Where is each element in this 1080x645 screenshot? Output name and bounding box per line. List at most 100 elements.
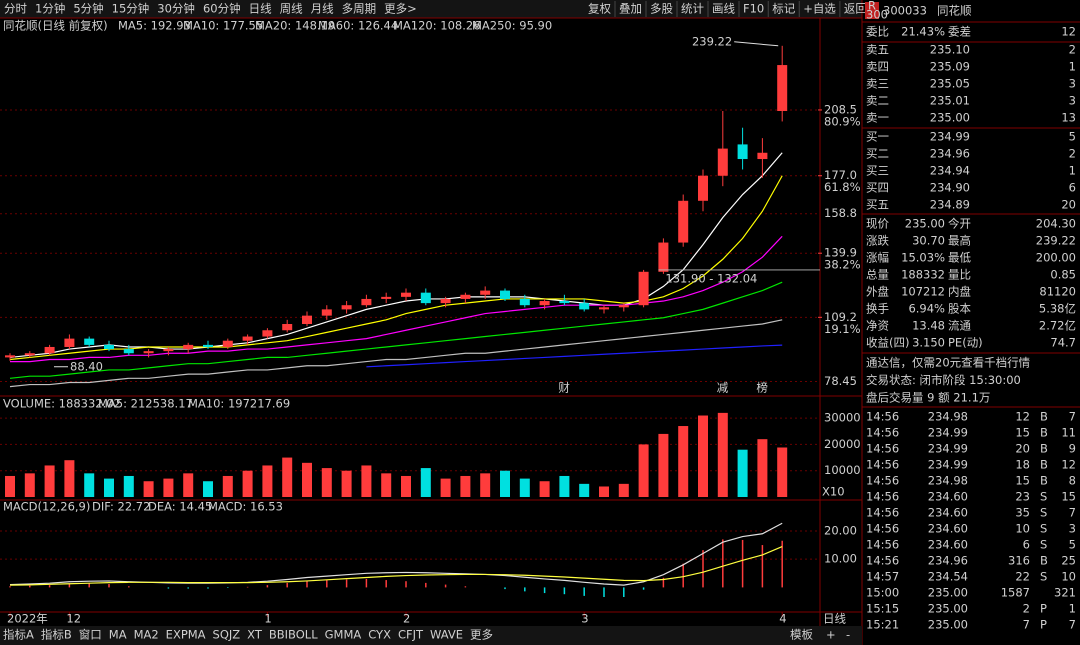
tab[interactable]: WAVE	[430, 628, 463, 642]
tab[interactable]: CYX	[368, 628, 391, 642]
candle-body	[698, 175, 708, 201]
ma-line	[9, 152, 783, 359]
tab[interactable]: EXPMA	[166, 628, 206, 642]
legend-item: DIF: 22.72	[92, 500, 150, 514]
tab[interactable]: XT	[247, 628, 263, 642]
candle-body	[5, 355, 15, 358]
tab[interactable]: 指标A	[3, 628, 34, 642]
level-label: 卖四	[866, 60, 889, 74]
level-volume: 2	[1069, 147, 1076, 161]
chart-title: 同花顺(日线 前复权)	[3, 19, 108, 33]
toolbar-button[interactable]: 复权	[588, 2, 611, 16]
trade-side: B	[1040, 426, 1048, 440]
ma-line	[9, 175, 783, 361]
x-tick-label: 4	[779, 612, 786, 626]
trade-price: 235.00	[928, 602, 968, 616]
tab[interactable]: GMMA	[325, 628, 362, 642]
toolbar-item[interactable]: 1分钟	[35, 2, 65, 16]
value: 21.43%	[901, 25, 945, 39]
toolbar-button[interactable]: 多股	[650, 2, 673, 16]
tab-button[interactable]: +	[826, 628, 836, 642]
period-label[interactable]: 日线	[823, 612, 846, 626]
toolbar-button[interactable]: 叠加	[619, 2, 642, 16]
tab[interactable]: 指标B	[41, 628, 72, 642]
toolbar-item[interactable]: 日线	[249, 2, 272, 16]
legend-item: MACD(12,26,9)	[3, 500, 90, 514]
trade-side: S	[1040, 490, 1047, 504]
tab[interactable]: MA	[109, 628, 127, 642]
tab[interactable]: 窗口	[79, 628, 102, 642]
volume-bar	[361, 465, 372, 497]
y-tick-label: 208.5	[824, 102, 857, 116]
stat-label: 内盘	[948, 285, 971, 299]
toolbar-item[interactable]: 分时	[4, 2, 27, 16]
trade-count: 3	[1069, 522, 1076, 536]
trade-volume: 35	[1015, 506, 1030, 520]
y-tick-label: 30000	[824, 411, 861, 425]
stat-value: 6.94%	[908, 302, 945, 316]
trade-time: 15:21	[866, 618, 899, 632]
toolbar-item[interactable]: 30分钟	[157, 2, 195, 16]
trade-volume: 15	[1015, 426, 1030, 440]
tab-button[interactable]: -	[846, 628, 850, 642]
trade-time: 14:57	[866, 570, 899, 584]
trade-price: 234.60	[928, 490, 968, 504]
high-arrow	[734, 41, 779, 47]
toolbar-item[interactable]: 月线	[311, 2, 334, 16]
candle-body	[381, 296, 392, 299]
toolbar-button[interactable]: 返回	[844, 2, 867, 16]
toolbar-item[interactable]: 15分钟	[112, 2, 150, 16]
legend-item: VOLUME: 188332.02	[3, 397, 121, 411]
toolbar-item[interactable]: 更多>	[384, 2, 417, 16]
volume-bar	[539, 481, 550, 497]
toolbar-item[interactable]: 5分钟	[73, 2, 103, 16]
stat-label: 总量	[866, 268, 889, 282]
candle-body	[519, 298, 530, 306]
trade-side: B	[1040, 442, 1048, 456]
trade-side: B	[1040, 474, 1048, 488]
candle-body	[302, 315, 312, 324]
toolbar-button[interactable]: 标记	[772, 2, 795, 16]
tab[interactable]: MA2	[134, 628, 159, 642]
toolbar-button[interactable]: F10	[743, 2, 764, 16]
toolbar-button[interactable]: 画线	[712, 2, 735, 16]
trade-price: 235.00	[928, 586, 968, 600]
badge	[865, 2, 879, 19]
level-label: 买一	[866, 130, 889, 144]
trade-volume: 12	[1015, 410, 1030, 424]
trade-side: B	[1040, 554, 1048, 568]
trade-side: P	[1040, 618, 1047, 632]
trade-price: 234.96	[928, 554, 968, 568]
ma-line	[9, 319, 783, 388]
tab-button[interactable]: 模板	[790, 628, 813, 642]
volume-bar	[123, 475, 134, 497]
tabs-bg	[0, 626, 862, 645]
legend-item: MA250: 95.90	[472, 19, 552, 33]
toolbar-item[interactable]: 多周期	[342, 2, 377, 16]
tab[interactable]: CFJT	[398, 628, 424, 642]
volume-bar	[44, 465, 55, 497]
level-volume: 6	[1069, 181, 1076, 195]
volume-bar	[401, 475, 411, 497]
y-tick-label: 10000	[824, 463, 861, 477]
toolbar-button[interactable]: 统计	[681, 2, 704, 16]
event-marker: 榜	[756, 381, 768, 395]
tab[interactable]: BBIBOLL	[269, 628, 318, 642]
toolbar-button[interactable]: +自选	[803, 2, 836, 16]
trade-time: 14:56	[866, 522, 899, 536]
level-volume: 3	[1069, 94, 1076, 108]
trade-count: 25	[1061, 554, 1076, 568]
candle-body	[262, 330, 273, 337]
level-price: 234.89	[930, 198, 970, 212]
y-tick-label: 158.8	[824, 206, 857, 220]
tab[interactable]: SQJZ	[213, 628, 241, 642]
toolbar-item[interactable]: 周线	[280, 2, 303, 16]
level-volume: 3	[1069, 77, 1076, 91]
candle-body	[757, 152, 768, 160]
level-label: 卖二	[866, 94, 889, 108]
volume-bar	[242, 470, 253, 497]
volume-bar	[203, 481, 213, 497]
toolbar-item[interactable]: 60分钟	[203, 2, 241, 16]
tab[interactable]: 更多	[470, 628, 493, 642]
candle-body	[460, 294, 471, 299]
